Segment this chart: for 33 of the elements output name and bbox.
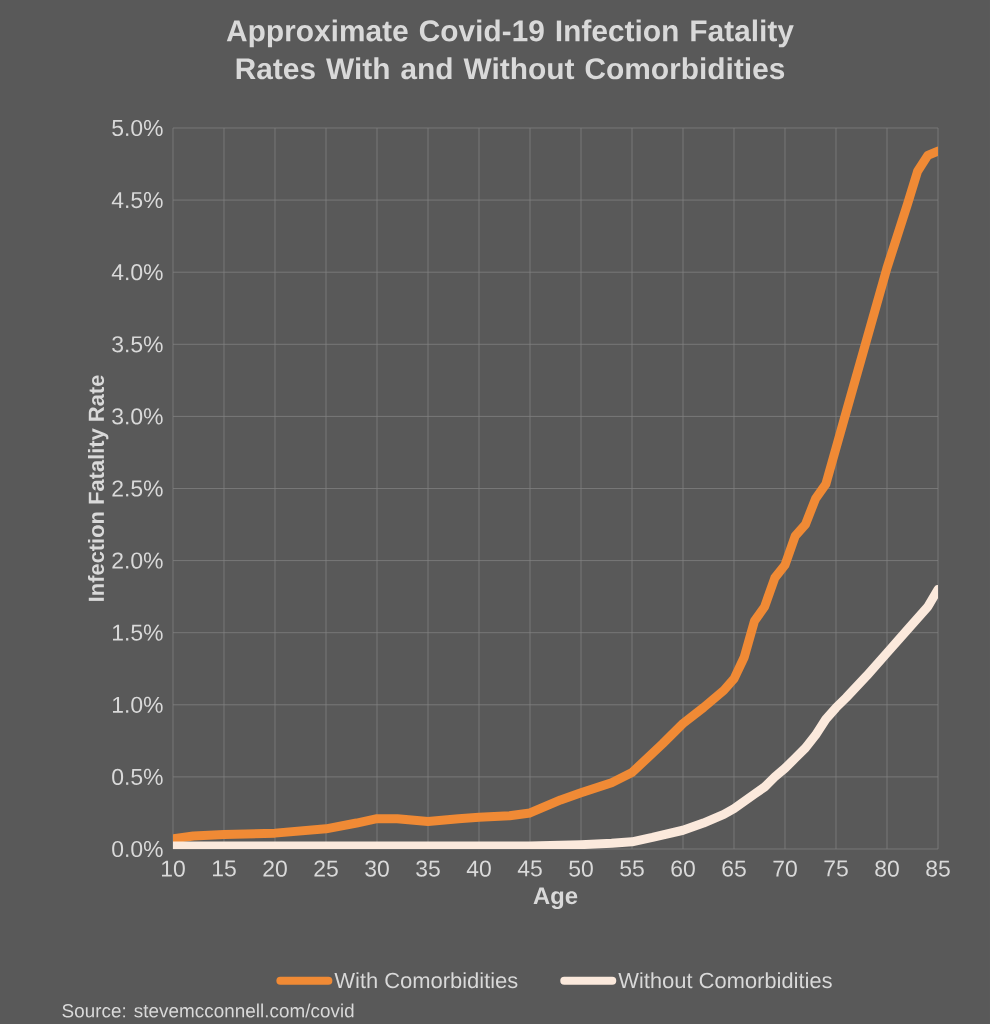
x-tick-label: 65	[722, 860, 746, 877]
x-axis-title: Age	[533, 887, 578, 910]
y-tick-label: 2.5%	[112, 480, 163, 497]
x-tick-label: 20	[263, 860, 287, 877]
x-tick-label: 15	[213, 860, 236, 877]
y-tick-label: 3.5%	[112, 336, 163, 353]
x-tick-label: 80	[875, 860, 899, 877]
y-tick-label: 1.5%	[113, 624, 163, 641]
y-axis-title: Infection Fatality Rate	[87, 375, 109, 601]
y-tick-label: 0.5%	[112, 768, 163, 785]
legend-label: With Comorbidities	[334, 972, 518, 989]
x-tick-label: 10	[162, 860, 185, 877]
x-tick-label: 35	[416, 860, 440, 877]
y-tick-label: 3.0%	[112, 408, 163, 425]
y-tick-label: 1.0%	[113, 696, 163, 713]
x-tick-label: 60	[671, 860, 695, 877]
x-tick-label: 30	[365, 860, 389, 877]
legend-label: Without Comorbidities	[618, 972, 832, 989]
source-note: Source: stevemcconnell.com/covid	[62, 1003, 354, 1018]
x-tick-label: 85	[926, 860, 950, 877]
x-tick-label: 25	[314, 860, 338, 877]
y-tick-label: 4.0%	[111, 264, 163, 281]
x-tick-label: 50	[569, 860, 593, 877]
x-tick-label: 55	[620, 860, 644, 877]
y-tick-label: 2.0%	[112, 552, 163, 569]
y-tick-label: 5.0%	[112, 119, 163, 137]
chart-title: Approximate Covid-19 Infection Fatality Rates With and Without Comorbidities	[226, 19, 794, 80]
x-tick-label: 40	[466, 860, 491, 877]
y-tick-label: 0.0%	[112, 840, 163, 858]
y-tick-label: 4.5%	[111, 192, 163, 209]
x-tick-label: 45	[517, 860, 542, 877]
x-tick-label: 75	[824, 860, 848, 877]
x-tick-label: 70	[773, 860, 797, 877]
